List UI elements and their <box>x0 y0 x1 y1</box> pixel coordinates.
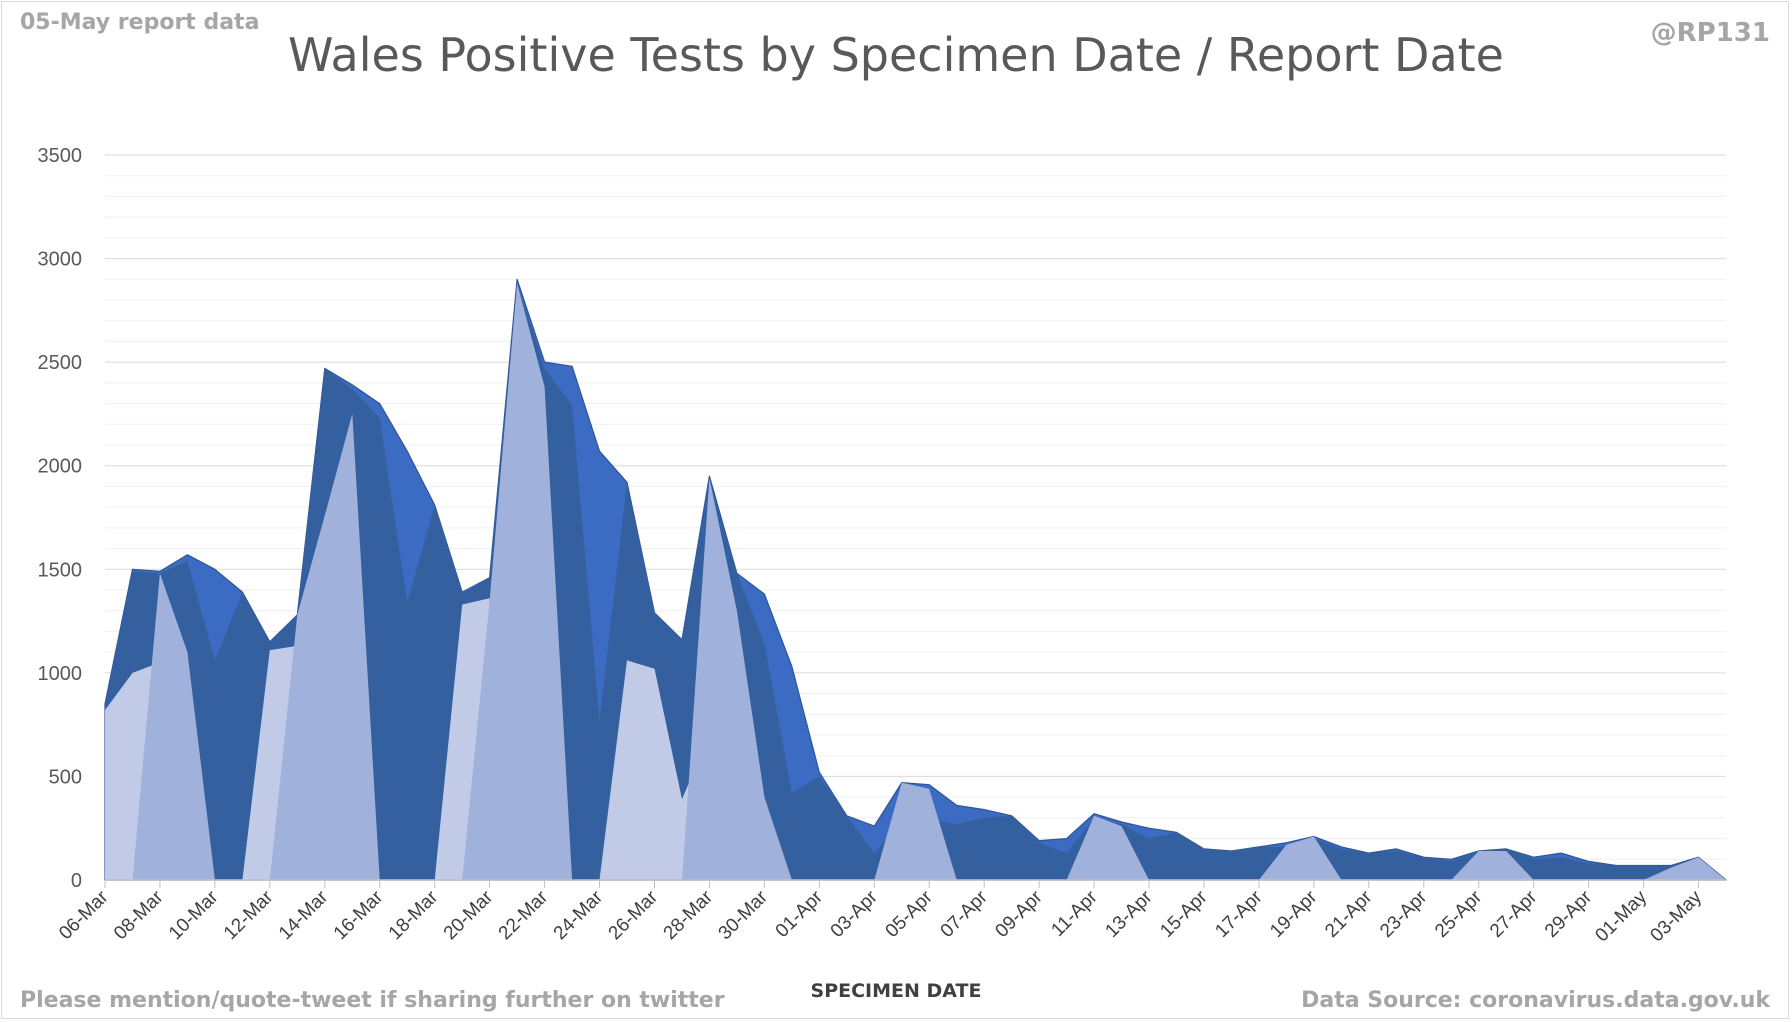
x-tick-label: 16-Mar <box>330 886 388 944</box>
x-tick-label: 17-Apr <box>1211 886 1267 942</box>
y-tick-label: 0 <box>71 870 82 892</box>
x-tick-label: 20-Mar <box>440 886 498 944</box>
x-tick-label: 25-Apr <box>1431 886 1487 942</box>
chart-title: Wales Positive Tests by Specimen Date / … <box>288 28 1504 82</box>
x-tick-label: 26-Mar <box>605 886 663 944</box>
x-tick-label: 23-Apr <box>1376 886 1432 942</box>
x-tick-label: 19-Apr <box>1266 886 1322 942</box>
x-tick-label: 03-May <box>1646 886 1706 946</box>
x-tick-label: 09-Apr <box>991 886 1047 942</box>
x-tick-label: 06-Mar <box>55 886 113 944</box>
x-tick-label: 07-Apr <box>937 886 993 942</box>
y-tick-label: 1000 <box>38 663 83 685</box>
x-tick-label: 27-Apr <box>1486 886 1542 942</box>
area-layer-4 <box>105 283 1726 880</box>
x-axis-label: SPECIMEN DATE <box>810 980 982 1002</box>
x-tick-label: 13-Apr <box>1101 886 1157 942</box>
y-tick-label: 3500 <box>38 145 83 167</box>
x-tick-label: 28-Mar <box>660 886 718 944</box>
y-tick-label: 2500 <box>38 352 83 374</box>
x-tick-label: 15-Apr <box>1156 886 1212 942</box>
x-tick-label: 21-Apr <box>1321 886 1377 942</box>
x-tick-label: 24-Mar <box>550 886 608 944</box>
x-tick-label: 05-Apr <box>882 886 938 942</box>
x-tick-label: 14-Mar <box>275 886 333 944</box>
x-tick-label: 01-May <box>1591 886 1651 946</box>
share-note: Please mention/quote-tweet if sharing fu… <box>20 988 725 1013</box>
x-tick-label: 03-Apr <box>827 886 883 942</box>
y-tick-label: 1500 <box>38 559 83 581</box>
x-tick-label: 10-Mar <box>165 886 223 944</box>
y-tick-label: 2000 <box>38 456 83 478</box>
x-tick-label: 12-Mar <box>220 886 278 944</box>
x-tick-label: 11-Apr <box>1047 886 1102 941</box>
x-tick-label: 22-Mar <box>495 886 553 944</box>
area-layer-2 <box>105 527 1726 880</box>
report-date-note: 05-May report data <box>20 10 260 35</box>
x-tick-label: 01-Apr <box>772 886 828 942</box>
x-tick-label: 30-Mar <box>715 886 773 944</box>
data-source-note: Data Source: coronavirus.data.gov.uk <box>1301 988 1770 1013</box>
y-tick-label: 500 <box>49 766 82 788</box>
x-tick-label: 29-Apr <box>1541 886 1597 942</box>
x-tick-label: 18-Mar <box>385 886 443 944</box>
author-handle: @RP131 <box>1650 18 1770 48</box>
x-tick-label: 08-Mar <box>110 886 168 944</box>
y-tick-label: 3000 <box>38 249 83 271</box>
area-series <box>104 278 1727 881</box>
